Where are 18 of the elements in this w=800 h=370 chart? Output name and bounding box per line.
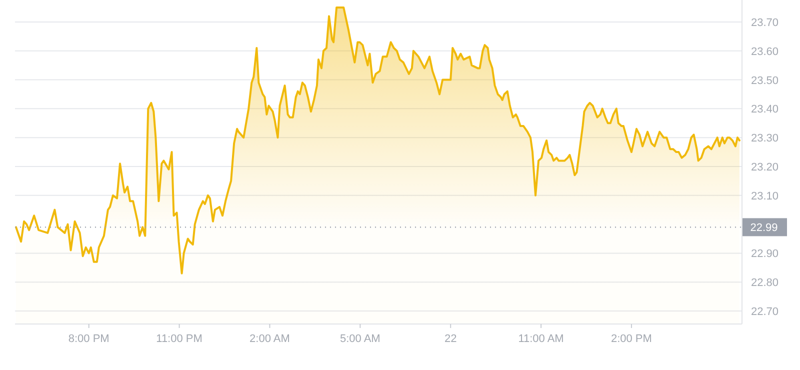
x-tick-label: 22 (444, 333, 457, 345)
ref-line-label: 22.99 (750, 222, 778, 234)
y-tick-label: 23.40 (751, 104, 779, 116)
x-tick-label: 11:00 AM (518, 333, 564, 345)
y-tick-label: 23.60 (751, 46, 779, 58)
y-tick-label: 23.50 (751, 74, 779, 87)
y-tick-label: 23.20 (751, 161, 779, 174)
y-tick-label: 22.90 (751, 248, 779, 260)
y-tick-label: 23.30 (751, 132, 779, 145)
x-tick-label: 11:00 PM (156, 333, 202, 345)
x-tick-label: 5:00 AM (340, 333, 380, 345)
x-tick-label: 2:00 AM (250, 333, 290, 345)
x-tick-label: 8:00 PM (68, 333, 110, 345)
y-tick-label: 22.70 (751, 306, 779, 318)
y-tick-label: 22.80 (751, 277, 779, 290)
x-tick-label: 2:00 PM (610, 333, 652, 345)
y-tick-label: 23.10 (751, 190, 779, 202)
y-tick-label: 23.70 (751, 16, 779, 29)
